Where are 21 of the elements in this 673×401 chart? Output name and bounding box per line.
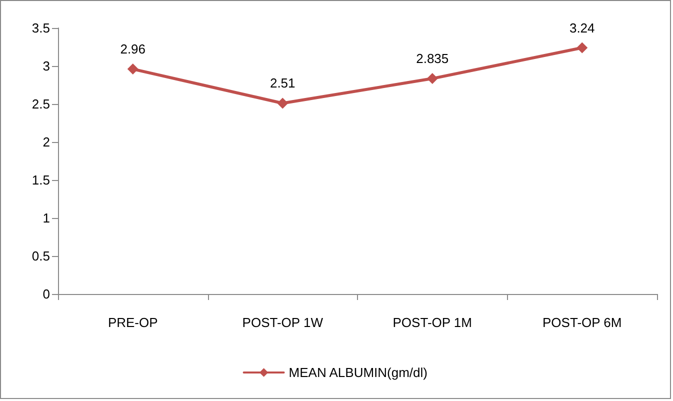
y-tick-label: 1.5 — [32, 172, 50, 188]
data-label: 2.835 — [416, 51, 449, 66]
data-label: 2.51 — [270, 76, 296, 91]
y-tick-label: 2.5 — [32, 96, 50, 112]
x-tick-label: POST-OP 1W — [242, 315, 324, 330]
y-tick-label: 2 — [42, 134, 50, 150]
point — [426, 73, 438, 84]
point — [576, 42, 588, 54]
data-label: 2.96 — [120, 42, 146, 57]
x-tick-label: POST-OP 6M — [542, 315, 622, 330]
y-tick-label: 3.5 — [32, 20, 50, 36]
y-tick-label: 0 — [42, 286, 50, 302]
y-tick-label: 3 — [42, 58, 50, 74]
x-tick-label: POST-OP 1M — [392, 315, 472, 330]
x-tick-label: PRE-OP — [108, 315, 158, 330]
point — [127, 64, 138, 75]
y-tick-label: 1 — [42, 210, 50, 226]
point — [277, 98, 288, 109]
data-label: 3.24 — [569, 20, 595, 36]
legend-label: MEAN ALBUMIN(gm/dl) — [288, 365, 428, 380]
y-tick-label: 0.5 — [32, 248, 50, 264]
